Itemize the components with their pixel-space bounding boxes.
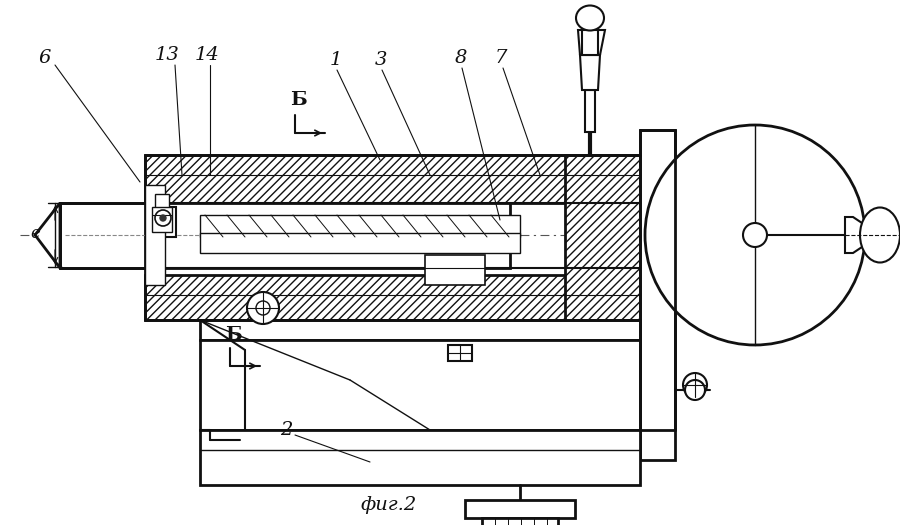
Text: e: e	[30, 225, 40, 242]
Ellipse shape	[860, 207, 900, 262]
Bar	[200, 233, 520, 253]
Polygon shape	[580, 55, 600, 90]
Text: Б: Б	[290, 91, 307, 109]
Circle shape	[256, 301, 270, 315]
Bar	[200, 340, 640, 430]
Bar	[152, 207, 172, 232]
Circle shape	[685, 380, 705, 400]
Text: 7: 7	[495, 49, 508, 67]
Bar	[148, 207, 176, 237]
Text: 14: 14	[195, 46, 220, 64]
Circle shape	[645, 125, 865, 345]
Bar	[200, 320, 640, 340]
Text: 3: 3	[375, 51, 387, 69]
Bar	[585, 90, 595, 132]
Bar	[465, 500, 575, 518]
Bar	[448, 345, 472, 361]
Text: 2: 2	[280, 421, 292, 439]
Circle shape	[160, 215, 166, 221]
Text: фиг.2: фиг.2	[360, 496, 416, 514]
Bar	[425, 255, 485, 285]
Bar	[155, 194, 169, 208]
Bar	[482, 518, 558, 525]
Circle shape	[683, 373, 707, 397]
Bar	[145, 275, 640, 320]
Polygon shape	[35, 203, 60, 268]
Circle shape	[743, 223, 767, 247]
Bar	[145, 155, 640, 203]
Bar	[640, 130, 675, 460]
Bar	[565, 155, 660, 430]
Text: 8: 8	[455, 49, 467, 67]
Text: 1: 1	[330, 51, 342, 69]
Text: 6: 6	[38, 49, 50, 67]
Ellipse shape	[576, 5, 604, 30]
Text: Б: Б	[225, 326, 242, 344]
Polygon shape	[578, 30, 605, 55]
Circle shape	[247, 292, 279, 324]
Bar	[60, 203, 510, 268]
Bar	[200, 215, 520, 237]
Bar	[145, 185, 165, 285]
Polygon shape	[845, 217, 865, 253]
Circle shape	[155, 210, 171, 226]
Text: 13: 13	[155, 46, 180, 64]
Bar	[200, 430, 640, 485]
